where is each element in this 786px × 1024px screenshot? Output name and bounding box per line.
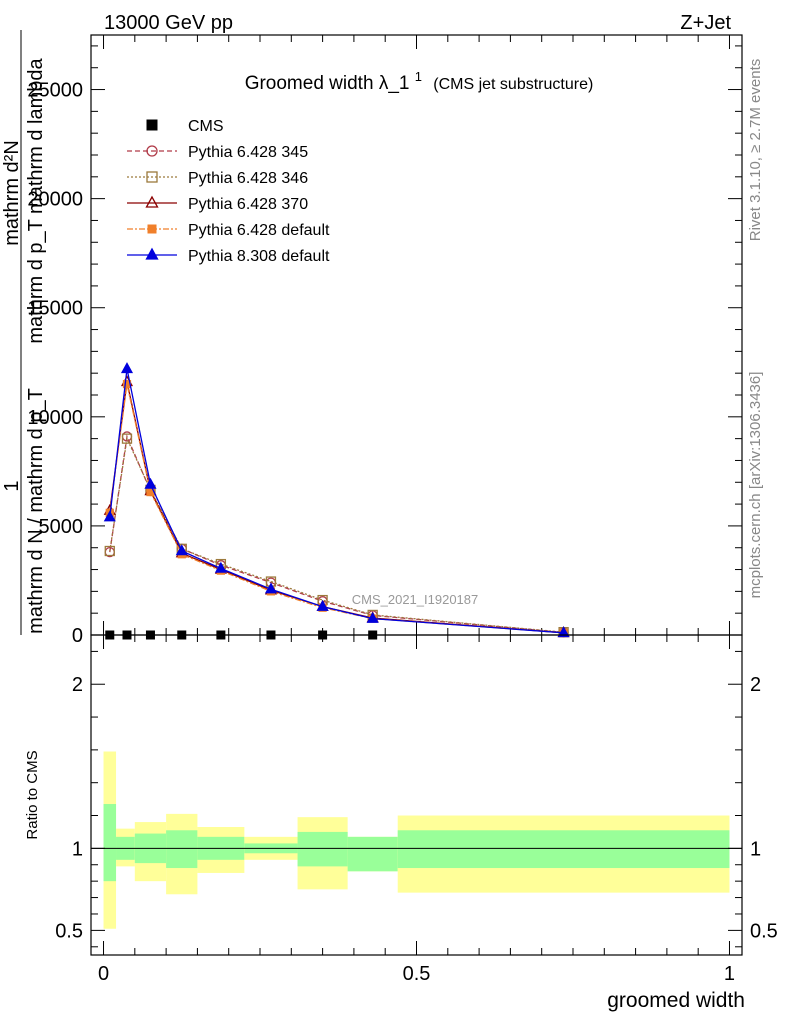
data-point (557, 626, 570, 638)
legend-item-2: Pythia 6.428 346 (127, 170, 308, 187)
ratio-ytick-label: 2 (72, 674, 83, 696)
data-point (104, 545, 115, 557)
legend-marker (146, 171, 158, 183)
series-line-4 (109, 383, 564, 634)
ratio-ytick-label-right: 2 (750, 674, 761, 696)
legend-marker (145, 247, 159, 260)
legend-label: Pythia 6.428 370 (188, 196, 308, 213)
ylabel-denominator-1: mathrm d N / mathrm d p_T (25, 388, 47, 634)
data-point (103, 510, 116, 522)
title-symbol: λ_1 (379, 73, 410, 94)
legend-marker (146, 119, 158, 131)
header-right: Z+Jet (680, 12, 731, 34)
ratio-band-inner (166, 830, 198, 869)
xtick-label: 0.5 (403, 963, 431, 985)
legend-marker (146, 145, 158, 157)
data-point (316, 599, 329, 611)
ratio-bands (103, 751, 730, 929)
data-point (214, 561, 227, 573)
ratio-ytick-label: 0.5 (55, 920, 83, 942)
ratio-ticks: 0.5 0.5 1 1 2 2 0 0.5 1 (55, 635, 778, 985)
legend-item-4: Pythia 6.428 default (127, 222, 330, 239)
ratio-band-inner (297, 831, 348, 867)
data-point (121, 433, 133, 444)
legend-label: Pythia 6.428 default (188, 222, 330, 239)
legend-item-0: CMS (146, 118, 224, 135)
legend-item-1: Pythia 6.428 345 (127, 144, 308, 161)
ylabel-denominator-2: mathrm d p_T mathrm d lambda (25, 57, 47, 343)
watermark: CMS_2021_I1920187 (352, 592, 479, 607)
legend-label: Pythia 8.308 default (188, 248, 330, 265)
legend-item-5: Pythia 8.308 default (127, 247, 330, 265)
legend-label: Pythia 6.428 345 (188, 144, 308, 161)
ratio-frame (90, 634, 743, 956)
ratio-ytick-label-right: 1 (750, 838, 761, 860)
title-superscript: 1 (415, 69, 422, 84)
chart-title: Groomed width λ_1 1 (CMS jet substructur… (245, 65, 594, 94)
ratio-band-inner (103, 804, 117, 882)
ratio-panel: 0.5 0.5 1 1 2 2 0 0.5 1 (55, 634, 778, 985)
main-panel: 0 5000 10000 15000 20000 25000 CMS_2021_I1920… (27, 34, 743, 647)
data-point (264, 582, 278, 594)
data-point (366, 611, 379, 623)
legend-item-3: Pythia 6.428 370 (127, 195, 308, 213)
main-ticks: 0 5000 10000 15000 20000 25000 (27, 35, 742, 647)
legend: CMS Pythia 6.428 345 Pythia 6.428 346 Pythi… (127, 118, 330, 265)
series-4 (105, 379, 568, 637)
legend-label: CMS (188, 118, 224, 135)
mcplots-label: mcplots.cern.ch [arXiv:1306.3436] (747, 372, 764, 599)
main-ytick-label: 15000 (27, 298, 83, 320)
ratio-ytick-label: 1 (72, 838, 83, 860)
main-ytick-label: 20000 (27, 189, 83, 211)
series-line-1 (109, 434, 564, 634)
series-5 (103, 362, 570, 638)
data-point (120, 362, 134, 374)
legend-marker (145, 195, 159, 208)
main-ytick-label: 0 (72, 625, 83, 647)
xlabel: groomed width (607, 989, 745, 1012)
data-point (175, 544, 188, 556)
legend-marker (147, 224, 157, 234)
data-point (144, 477, 157, 489)
ratio-band-inner (347, 836, 398, 872)
main-ytick-label: 10000 (27, 407, 83, 429)
xtick-label: 1 (724, 963, 735, 985)
ratio-band-inner (397, 830, 730, 869)
legend-label: Pythia 6.428 346 (188, 170, 308, 187)
title-main: Groomed width (245, 73, 374, 94)
series-line-3 (109, 381, 564, 634)
ratio-ylabel: Ratio to CMS (24, 750, 41, 839)
series-line-2 (109, 436, 564, 633)
series-line-5 (109, 368, 564, 634)
ratio-ytick-label-right: 0.5 (750, 920, 778, 942)
main-series (103, 362, 570, 640)
series-3 (103, 375, 570, 638)
rivet-label: Rivet 3.1.10, ≥ 2.7M events (747, 59, 764, 242)
ylabel-numerator-1: 1 (1, 480, 23, 491)
main-ytick-label: 5000 (39, 516, 84, 538)
header-left: 13000 GeV pp (104, 12, 233, 34)
title-subtitle: (CMS jet substructure) (433, 76, 593, 93)
xtick-label: 0 (98, 963, 109, 985)
main-ytick-label: 25000 (27, 80, 83, 102)
main-ylabel: 1 mathrm d N / mathrm d p_T mathrm d²N m… (1, 30, 47, 635)
ylabel-numerator-2: mathrm d²N (1, 140, 23, 246)
